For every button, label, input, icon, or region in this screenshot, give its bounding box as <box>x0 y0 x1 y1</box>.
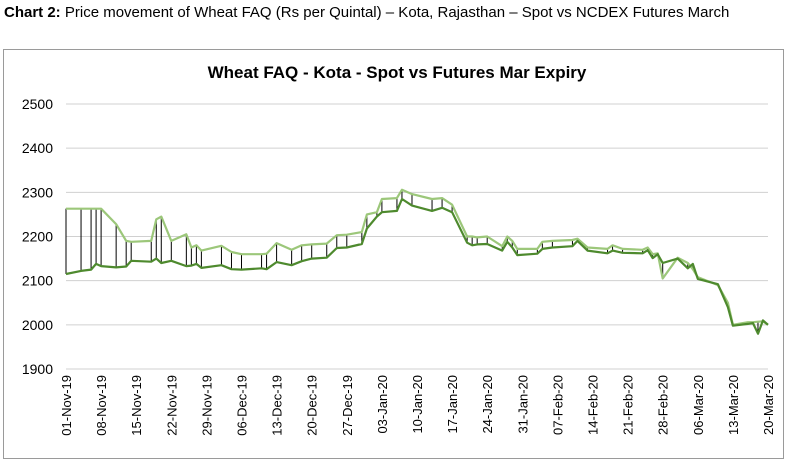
x-tick-label: 28-Feb-20 <box>656 375 671 435</box>
x-tick-label: 14-Feb-20 <box>586 375 601 435</box>
x-tick-label: 27-Dec-19 <box>340 375 355 436</box>
futures-line <box>66 188 769 326</box>
y-tick-label: 2400 <box>22 140 53 156</box>
x-tick-label: 20-Dec-19 <box>305 375 320 436</box>
x-tick-label: 06-Dec-19 <box>235 375 250 436</box>
x-tick-label: 22-Nov-19 <box>164 375 179 436</box>
y-tick-label: 2100 <box>22 273 53 289</box>
chart-title: Wheat FAQ - Kota - Spot vs Futures Mar E… <box>208 63 587 82</box>
x-tick-label: 24-Jan-20 <box>480 375 495 434</box>
x-tick-label: 13-Dec-19 <box>270 375 285 436</box>
y-tick-label: 2300 <box>22 184 53 200</box>
y-tick-label: 1900 <box>22 361 53 377</box>
x-tick-label: 08-Nov-19 <box>94 375 109 436</box>
y-tick-label: 2200 <box>22 229 53 245</box>
x-tick-label: 06-Mar-20 <box>691 375 706 435</box>
x-tick-label: 07-Feb-20 <box>550 375 565 435</box>
x-tick-label: 17-Jan-20 <box>445 375 460 434</box>
x-tick-label: 10-Jan-20 <box>410 375 425 434</box>
y-tick-label: 2500 <box>22 96 53 112</box>
y-tick-label: 2000 <box>22 317 53 333</box>
x-tick-label: 01-Nov-19 <box>59 375 74 436</box>
x-tick-label: 21-Feb-20 <box>621 375 636 435</box>
x-tick-label: 20-Mar-20 <box>761 375 776 435</box>
x-tick-label: 15-Nov-19 <box>129 375 144 436</box>
caption-text: Price movement of Wheat FAQ (Rs per Quin… <box>64 4 730 21</box>
x-tick-label: 31-Jan-20 <box>515 375 530 434</box>
x-tick-label: 13-Mar-20 <box>726 375 741 435</box>
chart-caption: Chart 2: Price movement of Wheat FAQ (Rs… <box>4 3 784 22</box>
caption-prefix: Chart 2: <box>4 4 61 21</box>
spot-line <box>65 197 769 335</box>
x-tick-label: 29-Nov-19 <box>199 375 214 436</box>
x-tick-label: 03-Jan-20 <box>375 375 390 434</box>
